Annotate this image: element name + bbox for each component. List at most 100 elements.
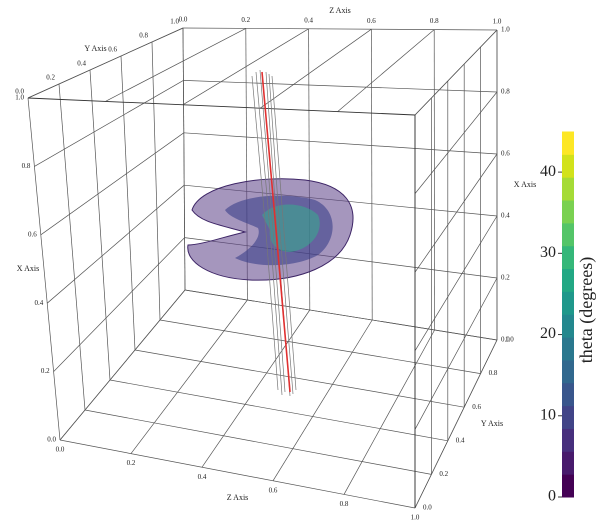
tick-label: 0.2	[439, 470, 448, 478]
colorbar-swatch	[562, 337, 574, 361]
grid-line	[59, 289, 186, 441]
tick-label: 0.6	[108, 46, 117, 54]
grid-line	[159, 319, 481, 374]
grid-line	[259, 28, 372, 109]
colorbar-swatch	[562, 382, 574, 407]
grid-line	[182, 27, 186, 291]
grid-line	[183, 80, 498, 93]
axis-title: X Axis	[514, 180, 536, 189]
tick-label: 1.0	[501, 26, 510, 34]
tick-label: 0.2	[501, 274, 510, 282]
tick-label: 0.8	[340, 500, 349, 508]
grid-line	[27, 97, 61, 441]
volume	[187, 69, 354, 397]
grid-line	[371, 29, 373, 321]
tick-label: 0.8	[501, 88, 510, 96]
grid-line	[40, 132, 185, 236]
colorbar-swatch	[562, 405, 574, 429]
axis-title: Z Axis	[329, 6, 351, 15]
tick-label: 0.4	[304, 16, 313, 24]
grid-line	[183, 132, 498, 155]
tick-label: 0.0	[47, 436, 56, 444]
tick-label: 0.4	[501, 212, 510, 220]
colorbar-swatch	[562, 177, 574, 201]
tick-label: 0.2	[127, 459, 136, 467]
tick-label: 0.4	[34, 299, 43, 307]
grid-line	[337, 29, 435, 112]
streamline	[259, 69, 286, 393]
grid-line	[130, 299, 248, 454]
tick-label: 0.4	[198, 473, 207, 481]
grid-line	[201, 309, 311, 468]
colorbar-swatch	[562, 451, 574, 475]
colorbar-tick-label: 20	[540, 325, 556, 342]
streamline	[255, 71, 283, 396]
streamline	[251, 75, 279, 391]
colorbar-swatch	[562, 154, 574, 178]
tick-label: 0.4	[77, 60, 86, 68]
tick-label: 0.6	[367, 17, 376, 25]
grid-line	[134, 349, 465, 408]
grid-line	[414, 277, 498, 430]
grid-line	[414, 29, 498, 116]
tick-label: 0.6	[28, 230, 37, 238]
tick-label: 0.0	[501, 336, 510, 344]
tick-label: 0.2	[46, 74, 55, 82]
grid-line	[109, 379, 448, 442]
colorbar-title: theta (degrees)	[576, 257, 597, 363]
grid-line	[414, 339, 498, 509]
grid-line	[89, 69, 111, 381]
tick-label: 1.0	[170, 18, 179, 26]
red-streamline	[261, 71, 291, 393]
tick-label: 1.0	[505, 336, 514, 344]
grid-line	[182, 28, 309, 106]
colorbar-tick-label: 30	[540, 244, 556, 261]
grid-line	[59, 439, 416, 509]
colorbar-swatch	[562, 268, 574, 292]
axis-title: Y Axis	[84, 44, 106, 53]
colorbar-swatch	[562, 314, 574, 338]
colorbar-tick-label: 0	[548, 488, 556, 505]
colorbar-swatch	[562, 359, 574, 384]
tick-label: 0.8	[489, 369, 498, 377]
tick-label: 0.0	[179, 16, 188, 24]
colorbar-swatch	[562, 131, 574, 155]
colorbar-swatch	[562, 291, 574, 315]
axis-title: X Axis	[17, 264, 39, 273]
colorbar-swatch	[562, 428, 574, 452]
tick-label: 0.6	[501, 150, 510, 158]
tick-label: 0.4	[456, 436, 465, 444]
colorbar-swatch	[562, 200, 574, 224]
grid-line	[27, 27, 184, 99]
tick-label: 0.6	[472, 403, 481, 411]
tick-label: 0.8	[22, 162, 31, 170]
tick-label: 1.0	[15, 94, 24, 102]
grid-line	[414, 91, 498, 194]
grid-line	[184, 289, 498, 341]
grid-line	[84, 409, 432, 475]
grid-line	[272, 319, 373, 481]
axis-title: Y Axis	[481, 419, 503, 428]
tick-label: 1.0	[411, 514, 420, 520]
grid-line	[46, 184, 185, 304]
tick-label: 0.0	[15, 88, 24, 96]
tick-label: 0.0	[423, 504, 432, 512]
grid-line	[182, 27, 498, 31]
grid-line	[414, 215, 498, 351]
tick-label: 1.0	[493, 18, 502, 26]
streamline	[271, 75, 297, 391]
tick-label: 0.0	[56, 446, 65, 454]
streamline	[268, 73, 294, 395]
tick-label: 0.6	[269, 486, 278, 494]
grid-line	[414, 153, 498, 273]
grid-line	[53, 237, 185, 372]
colorbar-swatch	[562, 222, 574, 247]
tick-label: 0.8	[430, 17, 439, 25]
colorbar-tick-label: 40	[540, 163, 556, 180]
tick-label: 0.2	[241, 16, 250, 24]
colorbar-tick-label: 10	[540, 406, 556, 423]
box-edge	[27, 97, 416, 116]
grid-line	[58, 83, 86, 411]
grid-line	[34, 80, 184, 167]
